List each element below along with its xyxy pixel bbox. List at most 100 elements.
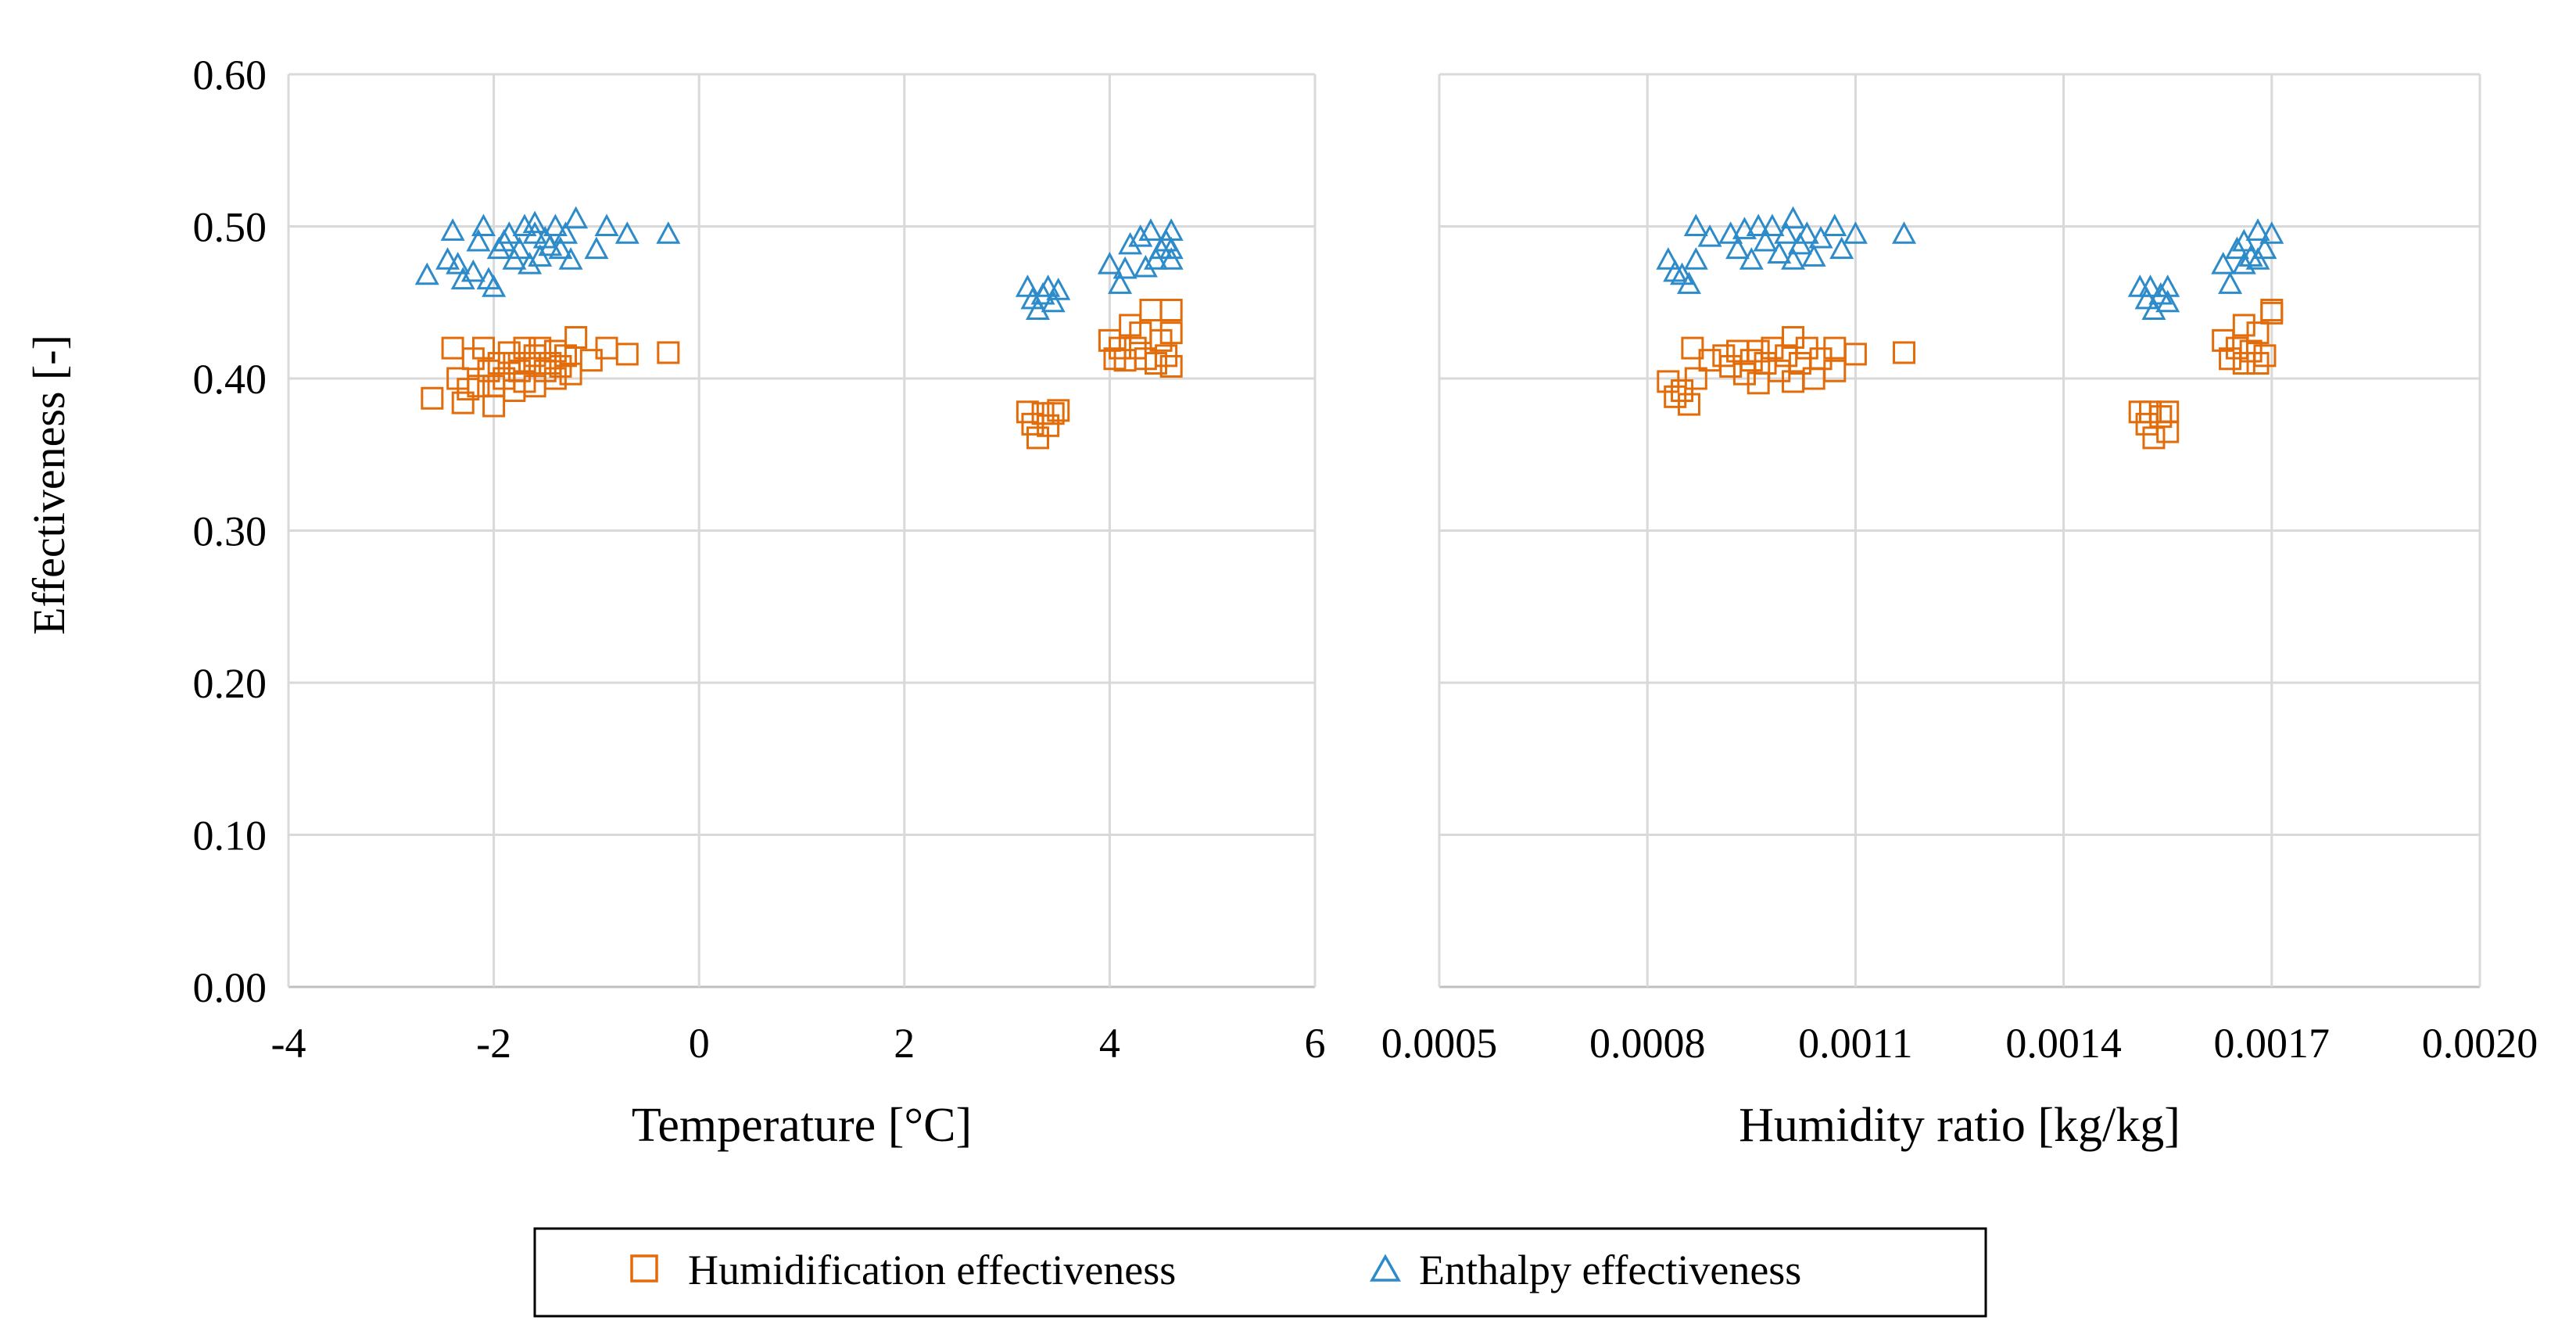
data-point-triangle (435, 247, 460, 270)
y-tick-label: 0.30 (193, 508, 267, 555)
data-point-triangle (1843, 221, 1868, 244)
data-point-triangle (2155, 274, 2180, 297)
data-point-triangle (1739, 247, 1764, 270)
data-point-triangle (466, 228, 491, 252)
data-point-triangle (1760, 213, 1785, 236)
data-point-square (1664, 385, 1687, 408)
data-point-triangle (446, 251, 471, 274)
data-point-triangle (2127, 274, 2152, 297)
data-point-square (2239, 339, 2263, 363)
data-point-square (579, 349, 603, 372)
data-point-square (2156, 400, 2180, 424)
data-point-triangle (1159, 236, 1184, 260)
data-point-square (1823, 359, 1847, 382)
x-tick-label: 0 (689, 1020, 710, 1067)
data-point-square (2142, 426, 2166, 450)
data-point-square (1747, 339, 1770, 363)
data-point-triangle (2211, 251, 2236, 274)
data-point-square (421, 386, 444, 410)
data-point-triangle (543, 213, 568, 236)
data-point-triangle (1725, 236, 1750, 260)
x-tick-label: 0.0011 (1798, 1020, 1913, 1067)
data-point-square (564, 325, 588, 349)
data-point-triangle (553, 221, 579, 244)
data-point-triangle (1683, 213, 1708, 236)
data-point-triangle (614, 221, 640, 244)
x-tick-label: 0.0017 (2214, 1020, 2331, 1067)
y-tick-label: 0.00 (193, 964, 267, 1011)
data-point-triangle (1143, 247, 1169, 270)
legend-square-marker-icon (630, 1254, 658, 1283)
x-tick-label: 2 (894, 1020, 915, 1067)
data-point-triangle (1801, 244, 1826, 267)
data-point-triangle (1036, 274, 1061, 297)
data-point-square (559, 362, 582, 386)
data-point-triangle (1697, 224, 1722, 247)
data-point-triangle (2245, 218, 2270, 241)
data-point-triangle (1676, 271, 1701, 294)
data-point-triangle (528, 244, 553, 267)
data-point-triangle (2137, 274, 2163, 297)
data-point-square (1677, 393, 1700, 416)
legend-triangle-marker-icon (1369, 1254, 1402, 1282)
data-point-triangle (1774, 221, 1799, 244)
data-point-square (451, 391, 475, 414)
data-point-triangle (440, 218, 465, 241)
data-point-square (1139, 298, 1163, 321)
data-point-triangle (518, 251, 543, 274)
data-point-square (2246, 321, 2270, 345)
data-point-triangle (1133, 254, 1158, 278)
data-point-triangle (1787, 231, 1812, 255)
data-point-triangle (1794, 221, 1819, 244)
temperature-panel: 0.00 0.10 0.20 0.30 0.40 0.50 0.60 -4 -2 0 2 4 6 Temp… (193, 52, 1326, 1152)
data-point-triangle (1781, 206, 1806, 229)
x-axis-label: Temperature [°C] (632, 1099, 972, 1152)
data-point-triangle (594, 213, 619, 236)
data-point-triangle (1891, 221, 1917, 244)
data-point-square (2149, 405, 2173, 429)
data-point-triangle (1159, 247, 1184, 270)
x-tick-label: 0.0005 (1381, 1020, 1498, 1067)
data-point-triangle (1822, 213, 1847, 236)
data-point-square (2232, 314, 2255, 337)
data-point-square (441, 336, 464, 360)
data-point-square (657, 341, 680, 364)
data-point-triangle (1118, 231, 1143, 255)
data-point-triangle (564, 206, 589, 229)
data-point-triangle (1015, 274, 1040, 297)
data-point-triangle (2252, 236, 2277, 260)
y-tick-label: 0.50 (193, 204, 267, 251)
data-point-square (2212, 328, 2235, 352)
data-point-triangle (1732, 217, 1757, 239)
x-tick-label: 4 (1099, 1020, 1120, 1067)
data-point-triangle (2155, 289, 2180, 313)
data-point-square (471, 336, 495, 360)
data-point-square (1159, 298, 1183, 321)
data-point-triangle (1138, 218, 1163, 241)
data-point-triangle (538, 233, 563, 257)
data-point-triangle (548, 236, 573, 260)
humidity-ratio-panel: 0.0005 0.0008 0.0011 0.0014 0.0017 0.0020 Humi… (1381, 73, 2538, 1152)
data-point-triangle (1670, 262, 1695, 285)
data-point-triangle (1663, 259, 1688, 282)
legend-label-humidification: Humidification effectiveness (688, 1247, 1176, 1293)
data-point-triangle (507, 236, 532, 260)
data-point-triangle (1128, 224, 1153, 247)
data-point-triangle (1112, 256, 1138, 279)
data-point-square (543, 367, 567, 390)
data-point-square (615, 343, 639, 366)
y-tick-label: 0.20 (193, 660, 267, 707)
x-tick-label: 6 (1305, 1020, 1326, 1067)
x-axis-label: Humidity ratio [kg/kg] (1739, 1099, 2180, 1152)
y-tick-label: 0.40 (193, 356, 267, 403)
data-point-triangle (2224, 236, 2249, 260)
data-point-triangle (1829, 236, 1854, 260)
data-point-triangle (482, 274, 507, 297)
data-point-square (1843, 343, 1867, 366)
legend-label-enthalpy: Enthalpy effectiveness (1419, 1247, 1801, 1293)
data-point-triangle (584, 236, 609, 260)
y-tick-label: 0.10 (193, 813, 267, 859)
x-tick-label: 0.0020 (2422, 1020, 2538, 1067)
data-point-triangle (414, 262, 439, 285)
